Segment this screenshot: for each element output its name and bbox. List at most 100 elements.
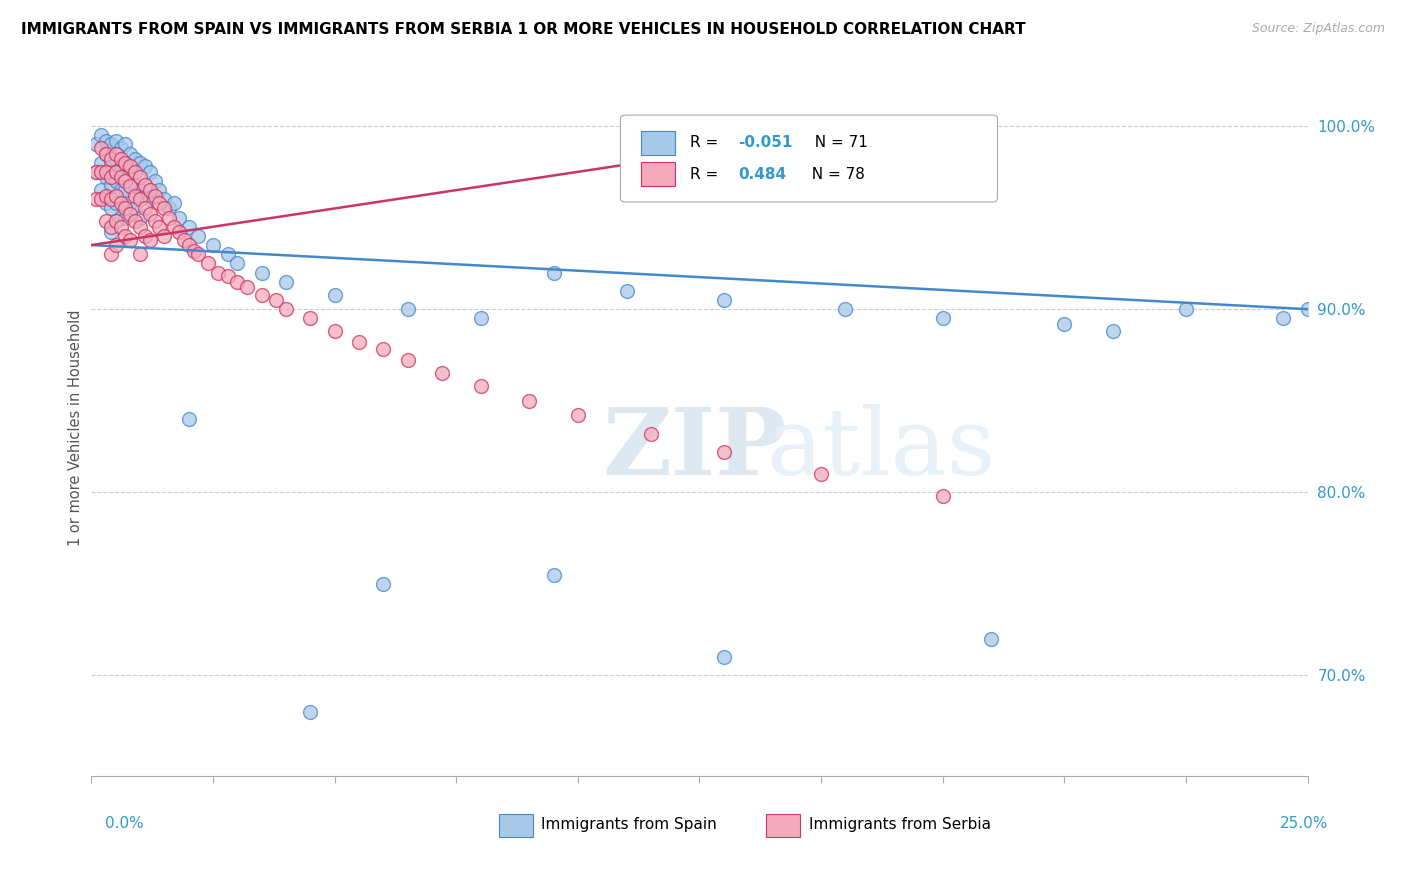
Point (143, 188, 166, 202)
Point (114, 159, 136, 173)
Text: 0.484: 0.484 (738, 167, 786, 182)
Text: IMMIGRANTS FROM SPAIN VS IMMIGRANTS FROM SERBIA 1 OR MORE VEHICLES IN HOUSEHOLD : IMMIGRANTS FROM SPAIN VS IMMIGRANTS FROM… (21, 22, 1026, 37)
Point (110, 159, 132, 173)
Point (114, 137, 136, 152)
Point (129, 211, 152, 225)
Point (430, 366, 453, 380)
Point (250, 287, 273, 301)
Point (104, 188, 127, 202)
Point (84, 165, 107, 179)
Point (129, 247, 152, 261)
Point (100, 202, 122, 216)
Point (120, 170, 142, 185)
Point (90, 165, 112, 179)
Point (470, 311, 492, 326)
Point (1296, 302, 1319, 317)
Point (177, 412, 200, 426)
Point (517, 393, 540, 408)
Point (104, 165, 127, 179)
Point (110, 141, 132, 155)
Point (110, 170, 132, 185)
Point (299, 311, 322, 326)
Point (100, 170, 122, 185)
Point (90, 141, 112, 155)
Point (163, 219, 186, 234)
Point (543, 567, 565, 582)
Point (274, 275, 297, 289)
Point (104, 146, 127, 161)
Point (110, 152, 132, 166)
Text: Immigrants from Serbia: Immigrants from Serbia (808, 817, 991, 832)
Point (396, 302, 419, 317)
Point (1102, 324, 1125, 338)
Bar (499, 814, 533, 838)
Point (173, 233, 195, 247)
Text: 0.0%: 0.0% (105, 816, 145, 831)
Point (120, 146, 142, 161)
Point (713, 293, 735, 307)
Point (120, 179, 142, 194)
Point (1272, 311, 1295, 326)
Bar (641, 162, 675, 186)
Text: Immigrants from Spain: Immigrants from Spain (541, 817, 717, 832)
Point (139, 165, 162, 179)
Point (134, 159, 156, 173)
Point (567, 409, 589, 423)
Point (373, 343, 395, 357)
Point (134, 178, 156, 192)
Point (124, 165, 146, 179)
Bar (641, 131, 675, 155)
Point (153, 192, 176, 206)
Point (134, 228, 156, 243)
Point (110, 183, 132, 197)
Point (187, 228, 209, 243)
Point (834, 302, 856, 317)
Point (100, 219, 122, 234)
Point (347, 335, 370, 350)
Point (931, 311, 953, 326)
Point (139, 183, 162, 197)
Text: Source: ZipAtlas.com: Source: ZipAtlas.com (1251, 22, 1385, 36)
Point (299, 705, 322, 719)
Point (104, 134, 127, 148)
Point (94, 146, 117, 161)
Point (323, 287, 346, 301)
Text: -0.051: -0.051 (738, 136, 793, 151)
Point (129, 192, 152, 206)
Point (543, 266, 565, 280)
Point (120, 233, 142, 247)
Y-axis label: 1 or more Vehicles in Household: 1 or more Vehicles in Household (67, 310, 83, 547)
Point (100, 137, 122, 152)
Point (274, 302, 297, 317)
Point (207, 266, 229, 280)
Point (114, 155, 136, 169)
Point (110, 219, 132, 234)
Point (713, 650, 735, 665)
Point (124, 188, 146, 202)
Point (129, 155, 152, 169)
Point (90, 155, 112, 169)
Point (120, 207, 142, 221)
Text: N = 78: N = 78 (801, 167, 865, 182)
Point (124, 152, 146, 166)
Point (94, 196, 117, 211)
Point (236, 280, 259, 294)
Point (187, 247, 209, 261)
Point (167, 225, 190, 239)
Point (163, 196, 186, 211)
Point (100, 247, 122, 261)
Point (197, 256, 219, 270)
Point (110, 211, 132, 225)
Point (323, 324, 346, 338)
Text: atlas: atlas (766, 404, 995, 494)
Point (470, 379, 492, 393)
Point (94, 170, 117, 185)
Point (202, 238, 225, 252)
Point (148, 183, 170, 197)
Point (129, 183, 152, 197)
Point (110, 196, 132, 211)
Point (124, 202, 146, 216)
Point (134, 188, 156, 202)
Point (94, 134, 117, 148)
Point (177, 219, 200, 234)
